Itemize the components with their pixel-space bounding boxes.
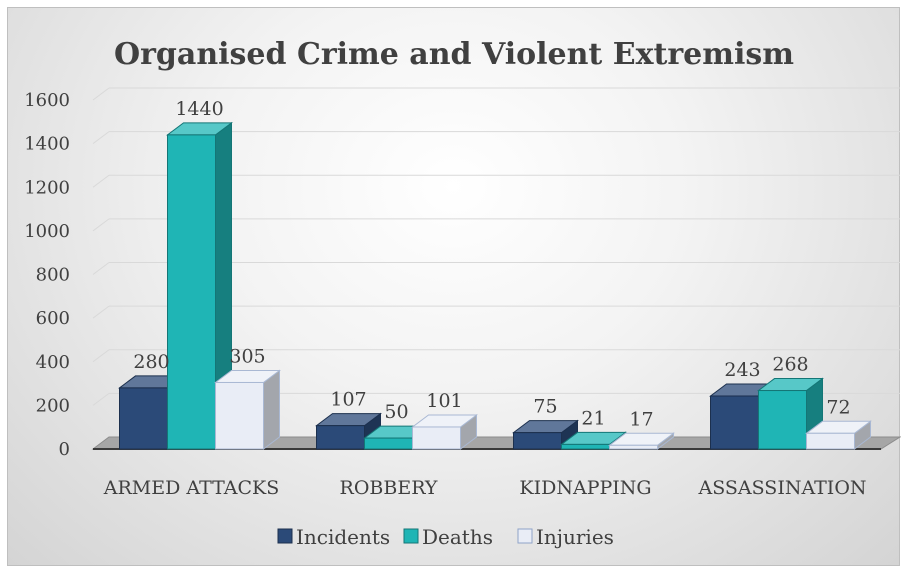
data-label: 50	[384, 401, 408, 423]
gridline-side	[92, 262, 110, 275]
data-label: 280	[133, 351, 169, 373]
bar-injuries-robbery	[411, 413, 478, 450]
legend-item-deaths: Deaths	[403, 525, 493, 549]
gridline-side	[92, 218, 110, 232]
chart-title: Organised Crime and Violent Extremism	[114, 37, 794, 72]
bar-front	[561, 443, 610, 450]
bar-side	[263, 369, 280, 450]
y-tick-label: 800	[36, 265, 70, 286]
y-tick-label: 400	[36, 352, 70, 373]
bar-front	[119, 387, 168, 450]
chart-svg: Organised Crime and Violent Extremism 0 2…	[24, 37, 901, 549]
bar-deaths-armed-attacks	[166, 121, 233, 450]
bars	[118, 121, 872, 450]
y-tick-label: 600	[36, 308, 70, 329]
data-label: 1440	[175, 98, 223, 120]
data-label: 268	[772, 354, 808, 376]
bar-front	[364, 437, 413, 450]
legend-label: Injuries	[536, 525, 614, 549]
legend-swatch	[277, 528, 293, 544]
data-label: 243	[724, 359, 760, 381]
legend-swatch	[517, 528, 533, 544]
bar-incidents-robbery	[315, 412, 382, 450]
legend-swatch	[403, 528, 419, 544]
x-axis: ARMED ATTACKS ROBBERY KIDNAPPING ASSASSINAT…	[103, 477, 867, 499]
legend: Incidents Deaths Injuries	[277, 525, 614, 549]
bar-front	[316, 425, 365, 450]
legend-label: Deaths	[422, 525, 493, 549]
bar-front	[167, 134, 216, 450]
bar-front	[710, 395, 759, 450]
gridline-side	[92, 87, 110, 101]
bar-front	[412, 426, 461, 450]
chart-area: Organised Crime and Violent Extremism 0 2…	[7, 7, 901, 566]
bar-injuries-kidnapping	[608, 432, 675, 450]
gridline-side	[92, 305, 110, 319]
legend-item-injuries: Injuries	[517, 525, 614, 549]
data-label: 21	[581, 407, 605, 429]
x-category-label: ASSASSINATION	[697, 477, 866, 499]
y-tick-label: 1600	[24, 90, 70, 111]
data-label: 75	[533, 396, 557, 418]
gridline-side	[92, 174, 110, 188]
gridline-side	[92, 349, 110, 363]
data-labels: 280 1440 305 107 50 101 75 21 17 243 268 72	[133, 98, 850, 430]
data-label: 305	[229, 345, 265, 367]
data-label: 107	[330, 389, 366, 411]
x-category-label: ROBBERY	[340, 477, 438, 499]
bar-front	[609, 444, 658, 450]
y-tick-label: 1400	[24, 134, 70, 155]
data-label: 17	[629, 408, 653, 430]
bar-front	[806, 432, 855, 450]
data-label: 72	[826, 396, 850, 418]
bar-front	[513, 432, 562, 450]
data-label: 101	[426, 390, 462, 412]
gridline-side	[92, 131, 110, 145]
y-axis: 0 200 400 600 800 1000 1200 1400 1600	[24, 90, 70, 460]
x-category-label: ARMED ATTACKS	[103, 477, 279, 499]
legend-label: Incidents	[296, 525, 390, 549]
y-tick-label: 1000	[24, 221, 70, 242]
bar-front	[758, 390, 807, 450]
bar-front	[215, 381, 264, 450]
y-tick-label: 0	[59, 439, 70, 460]
y-tick-label: 200	[36, 395, 70, 416]
bar-injuries-armed-attacks	[214, 369, 281, 450]
bar-injuries-assassination	[805, 420, 872, 450]
y-tick-label: 1200	[24, 177, 70, 198]
x-category-label: KIDNAPPING	[519, 477, 651, 499]
gridline-side	[92, 392, 110, 406]
legend-item-incidents: Incidents	[277, 525, 390, 549]
